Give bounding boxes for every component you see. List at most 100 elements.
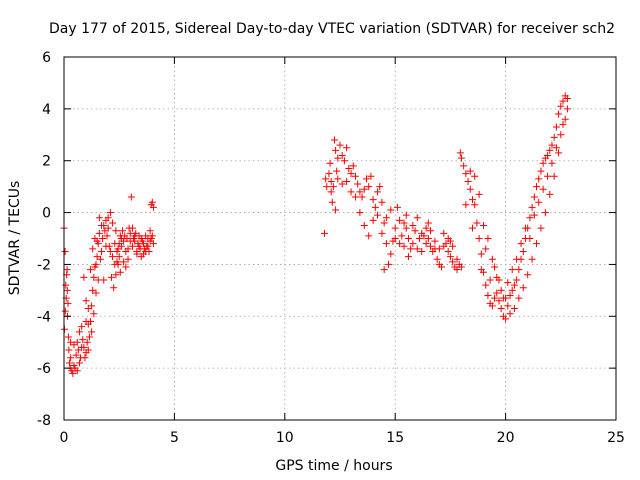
data-point xyxy=(517,240,525,248)
data-point xyxy=(113,258,121,266)
data-point xyxy=(356,209,364,217)
data-point xyxy=(530,193,538,201)
y-tick-label: 0 xyxy=(42,206,51,222)
data-point xyxy=(78,323,86,331)
data-point xyxy=(107,273,115,281)
data-point xyxy=(334,154,342,162)
data-series xyxy=(60,193,157,377)
data-point xyxy=(391,235,399,242)
data-point xyxy=(327,177,335,185)
data-point xyxy=(488,302,496,310)
data-point xyxy=(510,281,518,289)
data-point xyxy=(82,317,90,325)
data-point xyxy=(369,216,377,224)
y-tick-label: -4 xyxy=(37,309,51,325)
data-point xyxy=(365,232,373,240)
data-point xyxy=(95,229,103,237)
data-point xyxy=(343,144,351,152)
data-point xyxy=(99,235,107,242)
y-tick-label: -2 xyxy=(37,257,51,273)
data-point xyxy=(513,255,521,263)
data-point xyxy=(475,235,483,242)
data-point xyxy=(332,146,340,154)
data-point xyxy=(537,224,545,232)
data-point xyxy=(325,170,333,178)
data-point xyxy=(438,263,446,271)
data-point xyxy=(88,328,96,336)
data-point xyxy=(515,294,523,302)
data-point xyxy=(122,263,130,271)
data-point xyxy=(371,203,379,211)
data-point xyxy=(351,172,359,180)
data-point xyxy=(86,266,94,274)
data-point xyxy=(563,94,571,102)
data-point xyxy=(508,266,516,274)
data-point xyxy=(550,133,558,141)
data-point xyxy=(75,328,83,336)
data-point xyxy=(546,146,554,154)
data-point xyxy=(103,232,111,240)
data-point xyxy=(80,343,88,351)
data-point xyxy=(524,271,532,279)
y-tick-label: -6 xyxy=(37,361,51,377)
x-tick-label: 0 xyxy=(60,430,69,446)
plot-frame xyxy=(63,56,617,421)
data-point xyxy=(382,214,390,222)
data-point xyxy=(374,211,382,219)
y-tick-label: -8 xyxy=(37,413,51,429)
data-point xyxy=(468,224,476,232)
data-point xyxy=(322,175,330,183)
data-point xyxy=(115,253,123,261)
data-point xyxy=(482,281,490,289)
data-point xyxy=(69,369,77,377)
data-point xyxy=(362,175,370,183)
data-point xyxy=(528,203,536,211)
data-point xyxy=(323,183,331,191)
data-point xyxy=(475,190,483,198)
data-point xyxy=(81,354,89,362)
data-point xyxy=(506,292,514,300)
data-point xyxy=(149,203,157,211)
data-point xyxy=(360,222,368,230)
data-point xyxy=(382,240,390,248)
data-point xyxy=(92,260,100,268)
data-point xyxy=(440,229,448,237)
data-point xyxy=(533,240,541,248)
data-point xyxy=(493,289,501,297)
data-point xyxy=(446,253,454,261)
data-point xyxy=(112,271,120,279)
data-point xyxy=(64,333,72,341)
data-point xyxy=(338,152,346,160)
data-point xyxy=(120,258,128,266)
data-point xyxy=(449,258,457,266)
data-point xyxy=(82,297,90,305)
data-point xyxy=(336,141,344,149)
data-point xyxy=(64,299,72,307)
data-point xyxy=(484,292,492,300)
data-point xyxy=(112,227,120,235)
data-point xyxy=(471,172,479,180)
data-point xyxy=(65,346,73,354)
data-point xyxy=(548,141,556,149)
data-point xyxy=(402,224,410,232)
data-point xyxy=(349,162,357,170)
data-point xyxy=(550,172,558,180)
data-point xyxy=(109,253,117,261)
data-point xyxy=(123,235,131,242)
data-point xyxy=(466,167,474,175)
data-point xyxy=(84,346,92,354)
data-point xyxy=(544,152,552,160)
data-point xyxy=(380,266,388,274)
data-point xyxy=(358,193,366,201)
data-point xyxy=(124,255,132,263)
data-point xyxy=(413,214,421,222)
data-point xyxy=(147,235,155,242)
data-point xyxy=(535,175,543,183)
data-point xyxy=(385,260,393,268)
data-point xyxy=(457,263,465,271)
data-point xyxy=(539,185,547,193)
data-point xyxy=(409,222,417,230)
data-point xyxy=(138,237,146,245)
data-point xyxy=(61,307,69,315)
data-point xyxy=(333,167,341,175)
